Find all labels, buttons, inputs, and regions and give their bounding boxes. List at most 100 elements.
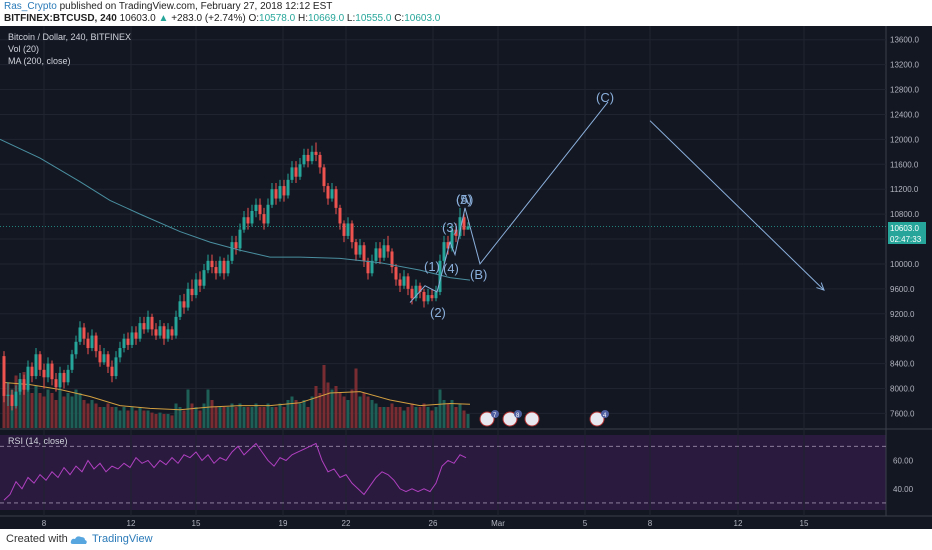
candle-82 xyxy=(330,182,334,202)
event-badge-3[interactable] xyxy=(524,411,540,427)
candlesticks xyxy=(2,142,470,411)
volume-bar-39 xyxy=(158,412,162,428)
candle-body-25 xyxy=(102,354,106,363)
candle-66 xyxy=(266,198,270,227)
candle-body-57 xyxy=(230,242,234,261)
candle-71 xyxy=(286,173,290,199)
volume-bar-21 xyxy=(86,403,90,428)
candle-31 xyxy=(126,332,130,350)
volume-bar-111 xyxy=(446,403,450,428)
volume-bar-87 xyxy=(350,389,354,428)
candle-84 xyxy=(338,204,342,230)
candle-3 xyxy=(14,385,18,409)
volume-bar-48 xyxy=(194,407,198,428)
rsi-line xyxy=(3,442,467,501)
candle-56 xyxy=(226,254,230,277)
publish-line: Ras_Crypto published on TradingView.com,… xyxy=(4,1,332,12)
candle-body-101 xyxy=(406,276,410,289)
volume-bar-53 xyxy=(214,407,218,428)
candle-body-15 xyxy=(62,372,66,383)
candle-58 xyxy=(234,235,238,255)
wave-label-a[interactable]: (A) xyxy=(456,192,473,207)
wave-label-c[interactable]: (C) xyxy=(596,90,614,105)
time-tick-0: 8 xyxy=(42,519,47,528)
candle-74 xyxy=(298,158,302,180)
grid-lines xyxy=(0,26,886,516)
wave-label-1[interactable]: (1) xyxy=(424,259,440,274)
volume-bar-70 xyxy=(282,407,286,428)
candle-35 xyxy=(142,316,146,334)
candle-69 xyxy=(278,179,282,202)
price-tick-15: 13600.0 xyxy=(890,36,919,45)
author-link[interactable]: Ras_Crypto xyxy=(4,1,57,12)
volume-bar-40 xyxy=(162,414,166,428)
candle-body-83 xyxy=(334,189,338,208)
wave-label-5[interactable]: (5) xyxy=(456,192,472,207)
candle-13 xyxy=(54,372,58,392)
candle-45 xyxy=(182,293,186,314)
candle-body-102 xyxy=(410,288,414,299)
volume-bar-34 xyxy=(138,407,142,428)
candle-body-69 xyxy=(278,186,282,199)
volume-bar-18 xyxy=(74,389,78,428)
volume-bar-52 xyxy=(210,400,214,428)
volume-bar-102 xyxy=(410,403,414,428)
candle-103 xyxy=(414,279,418,302)
price-tick-8: 10800.0 xyxy=(890,210,919,219)
volume-bar-108 xyxy=(434,407,438,428)
candle-body-23 xyxy=(94,335,98,352)
candle-55 xyxy=(222,257,226,280)
volume-bar-63 xyxy=(254,403,258,428)
legend-vol: Vol (20) xyxy=(8,44,39,54)
candle-body-111 xyxy=(446,242,450,249)
wave-label-2[interactable]: (2) xyxy=(430,305,446,320)
tradingview-brand-link[interactable]: TradingView xyxy=(92,533,153,545)
candle-body-43 xyxy=(174,316,178,336)
price-tick-0: 7600.0 xyxy=(890,409,915,418)
volume-bar-83 xyxy=(334,386,338,428)
volume-bar-33 xyxy=(134,410,138,428)
candle-8 xyxy=(34,348,38,380)
wave-label-3[interactable]: (3) xyxy=(442,220,458,235)
candle-body-46 xyxy=(186,288,190,308)
volume-bar-82 xyxy=(330,389,334,428)
candle-14 xyxy=(58,366,62,390)
volume-bar-49 xyxy=(198,410,202,428)
legend-title: Bitcoin / Dollar, 240, BITFINEX xyxy=(8,32,131,42)
candle-62 xyxy=(250,204,254,227)
candle-body-65 xyxy=(262,214,266,224)
elliott-wave-drawings[interactable] xyxy=(409,101,825,303)
candle-body-62 xyxy=(250,210,254,224)
candle-body-106 xyxy=(426,295,430,302)
candle-body-70 xyxy=(282,186,286,196)
candle-body-11 xyxy=(46,363,50,378)
volume-bar-37 xyxy=(150,412,154,428)
event-badge-1[interactable]: 7 xyxy=(479,410,499,427)
candle-body-4 xyxy=(18,379,22,392)
volume-bar-11 xyxy=(46,389,50,428)
candle-86 xyxy=(346,217,350,240)
volume-bar-55 xyxy=(222,407,226,428)
candle-25 xyxy=(102,348,106,365)
price-tick-3: 8800.0 xyxy=(890,335,915,344)
candle-body-6 xyxy=(26,366,30,390)
candle-body-71 xyxy=(286,179,290,196)
wave-label-b[interactable]: (B) xyxy=(470,267,487,282)
candle-49 xyxy=(198,271,202,292)
candle-body-93 xyxy=(374,248,378,261)
volume-bar-44 xyxy=(178,407,182,428)
candle-body-87 xyxy=(350,223,354,243)
candle-body-9 xyxy=(38,354,42,370)
time-tick-6: Mar xyxy=(491,519,505,528)
chart-area[interactable]: 7600.0 8000.0 8400.0 8800.0 9200.0 9600.0 1000… xyxy=(0,26,932,529)
price-tick-11: 12000.0 xyxy=(890,135,919,144)
candle-39 xyxy=(158,319,162,339)
volume-bar-26 xyxy=(106,403,110,428)
candle-body-49 xyxy=(198,279,202,286)
candle-110 xyxy=(442,235,446,264)
wave-label-4[interactable]: (4) xyxy=(443,261,459,276)
event-badge-4[interactable]: 4 xyxy=(589,410,609,427)
candle-body-37 xyxy=(150,316,154,330)
event-badge-2[interactable]: 8 xyxy=(502,410,522,427)
candle-body-19 xyxy=(78,327,82,342)
